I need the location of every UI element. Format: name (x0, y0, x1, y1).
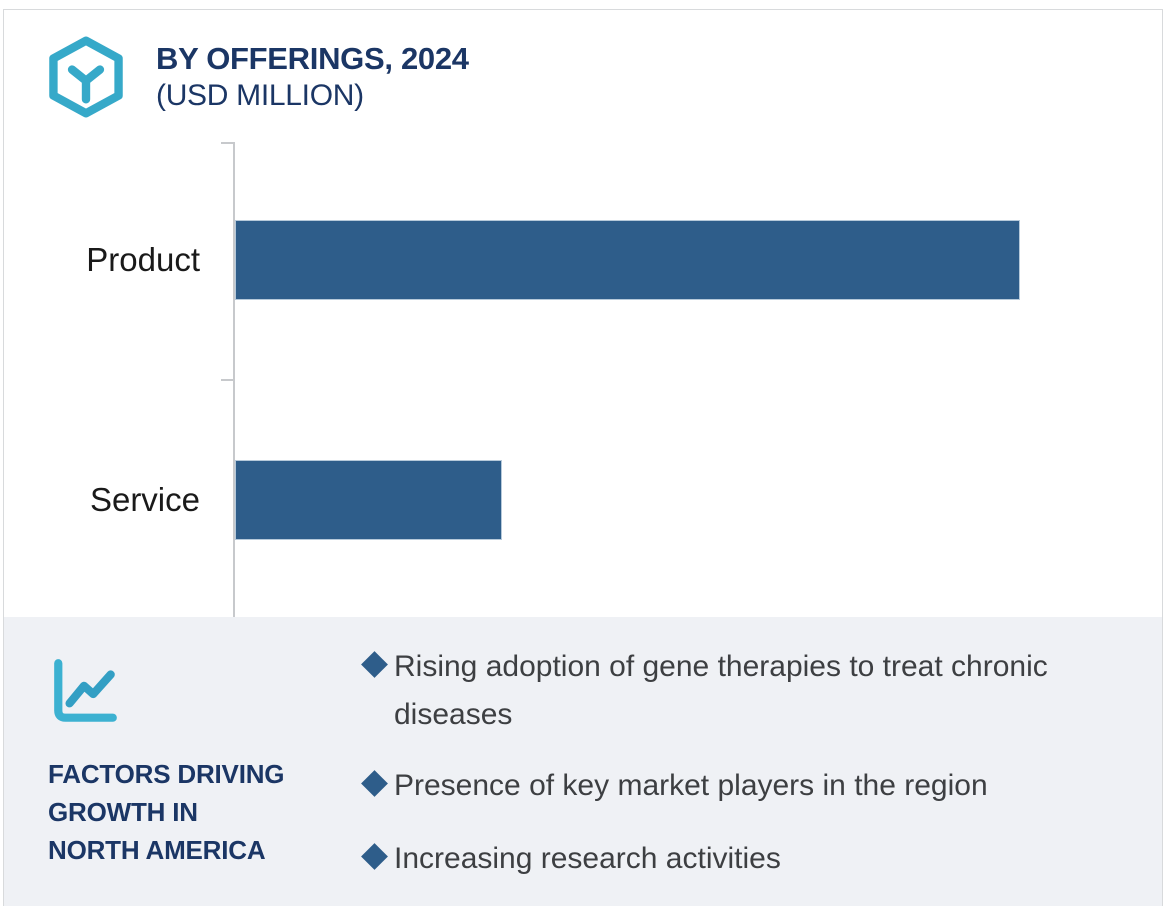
bar-row-service: Service (4, 460, 1162, 540)
diamond-bullet-icon (361, 770, 388, 797)
line-chart-icon (48, 655, 122, 729)
factor-bullet: Rising adoption of gene therapies to tre… (361, 643, 1122, 739)
y-axis-line (233, 142, 235, 620)
factor-bullet: Increasing research activities (361, 835, 1122, 883)
axis-tick (221, 379, 234, 381)
chart-title: BY OFFERINGS, 2024 (156, 41, 469, 76)
factor-text: Increasing research activities (394, 842, 781, 875)
hexagon-y-logo-icon (46, 36, 126, 118)
bar-service (235, 460, 502, 540)
factors-heading-line: NORTH AMERICA (48, 835, 266, 865)
category-label-service: Service (89, 481, 200, 518)
category-label-product: Product (86, 241, 200, 278)
factors-panel: FACTORS DRIVING GROWTH IN NORTH AMERICA … (4, 617, 1162, 906)
bar-chart: Product Service (4, 10, 1162, 620)
chart-subtitle: (USD MILLION) (156, 79, 364, 112)
bar-row-product: Product (4, 220, 1162, 300)
factors-heading-line: GROWTH IN (48, 797, 198, 827)
infographic-card: BY OFFERINGS, 2024 (USD MILLION) Product… (3, 9, 1163, 906)
factors-heading: FACTORS DRIVING GROWTH IN NORTH AMERICA (48, 755, 285, 869)
factor-text: Presence of key market players in the re… (394, 769, 988, 802)
bar-product (235, 220, 1020, 300)
factors-heading-line: FACTORS DRIVING (48, 759, 285, 789)
factor-bullet: Presence of key market players in the re… (361, 762, 1122, 810)
factor-text: Rising adoption of gene therapies to tre… (394, 650, 1048, 731)
diamond-bullet-icon (361, 651, 388, 678)
chart-header: BY OFFERINGS, 2024 (USD MILLION) (156, 40, 469, 114)
axis-tick (221, 142, 234, 144)
diamond-bullet-icon (361, 843, 388, 870)
